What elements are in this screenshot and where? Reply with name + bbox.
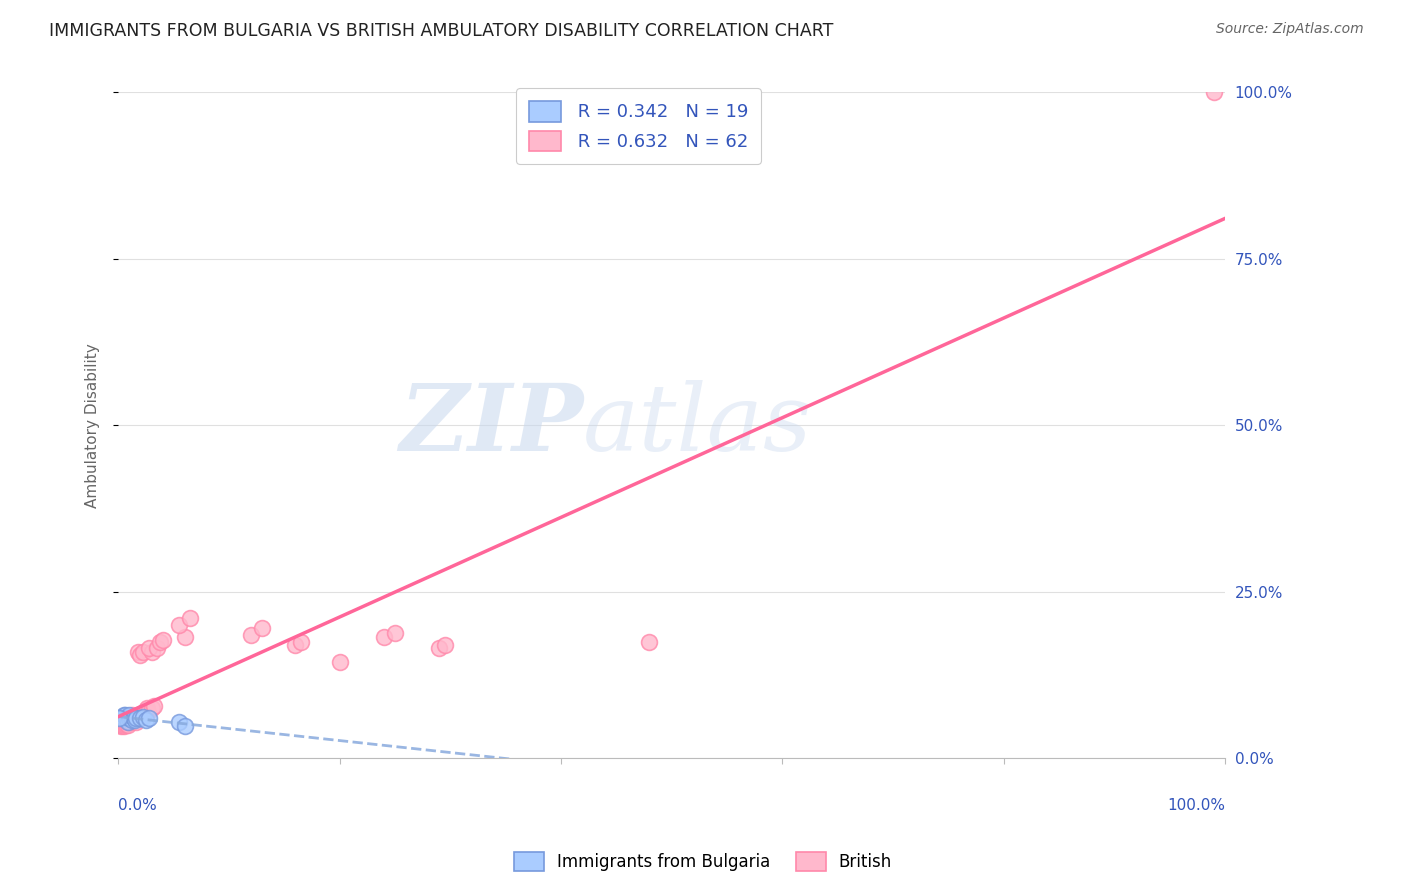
Text: Source: ZipAtlas.com: Source: ZipAtlas.com [1216, 22, 1364, 37]
Point [373, 630, 395, 644]
Point [112, 719, 135, 733]
Point [129, 710, 152, 724]
Point [111, 718, 134, 732]
Point [131, 706, 153, 720]
Point [638, 635, 661, 649]
Point [111, 713, 134, 727]
Point [114, 718, 136, 732]
Point [112, 708, 135, 723]
Point [173, 719, 195, 733]
Point [121, 710, 143, 724]
Legend: Immigrants from Bulgaria, British: Immigrants from Bulgaria, British [506, 843, 900, 880]
Point [110, 714, 132, 729]
Point [124, 711, 146, 725]
Point [1202, 86, 1225, 100]
Point [141, 645, 163, 659]
Point [127, 711, 149, 725]
Point [120, 714, 142, 729]
Point [384, 626, 406, 640]
Point [427, 641, 450, 656]
Point [125, 714, 148, 729]
Point [433, 638, 456, 652]
Y-axis label: Ambulatory Disability: Ambulatory Disability [86, 343, 100, 508]
Point [136, 701, 159, 715]
Point [111, 711, 134, 725]
Point [115, 713, 138, 727]
Point [167, 618, 190, 632]
Point [142, 699, 165, 714]
Point [127, 645, 149, 659]
Point [118, 708, 141, 723]
Point [124, 713, 146, 727]
Point [135, 713, 157, 727]
Point [138, 711, 160, 725]
Point [149, 635, 172, 649]
Text: 0.0%: 0.0% [118, 798, 157, 814]
Point [122, 711, 145, 725]
Point [250, 622, 273, 636]
Point [329, 655, 352, 669]
Point [121, 711, 143, 725]
Point [118, 711, 141, 725]
Point [134, 706, 156, 720]
Point [141, 701, 163, 715]
Point [290, 635, 312, 649]
Point [129, 648, 152, 662]
Text: 100.0%: 100.0% [1167, 798, 1225, 814]
Point [111, 711, 134, 725]
Point [173, 630, 195, 644]
Point [114, 708, 136, 723]
Point [117, 714, 139, 729]
Text: ZIP: ZIP [399, 380, 583, 470]
Point [131, 708, 153, 723]
Point [125, 711, 148, 725]
Point [121, 708, 143, 723]
Point [131, 645, 153, 659]
Point [167, 714, 190, 729]
Point [110, 719, 132, 733]
Point [138, 641, 160, 656]
Point [115, 711, 138, 725]
Point [115, 711, 138, 725]
Point [132, 705, 155, 719]
Text: IMMIGRANTS FROM BULGARIA VS BRITISH AMBULATORY DISABILITY CORRELATION CHART: IMMIGRANTS FROM BULGARIA VS BRITISH AMBU… [49, 22, 834, 40]
Point [128, 708, 150, 723]
Point [118, 711, 141, 725]
Point [117, 718, 139, 732]
Point [108, 718, 131, 732]
Point [114, 713, 136, 727]
Point [127, 708, 149, 723]
Point [115, 714, 138, 729]
Point [136, 705, 159, 719]
Point [131, 710, 153, 724]
Point [118, 713, 141, 727]
Point [117, 714, 139, 729]
Legend:  R = 0.342   N = 19,  R = 0.632   N = 62: R = 0.342 N = 19, R = 0.632 N = 62 [516, 88, 761, 164]
Point [121, 713, 143, 727]
Point [152, 632, 174, 647]
Point [135, 703, 157, 717]
Text: atlas: atlas [583, 380, 813, 470]
Point [112, 714, 135, 729]
Point [108, 711, 131, 725]
Point [115, 716, 138, 731]
Point [179, 611, 201, 625]
Point [111, 714, 134, 729]
Point [240, 628, 263, 642]
Point [122, 710, 145, 724]
Point [129, 711, 152, 725]
Point [284, 638, 307, 652]
Point [146, 641, 169, 656]
Point [111, 716, 134, 731]
Point [121, 713, 143, 727]
